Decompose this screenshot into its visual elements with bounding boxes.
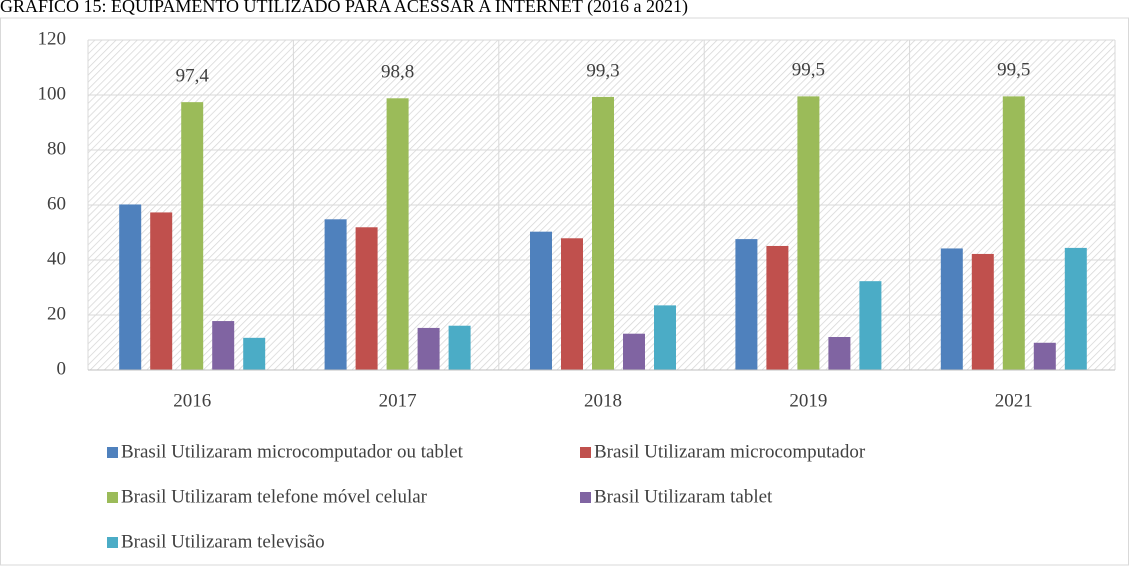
legend-label: Brasil Utilizaram tablet [594,486,773,507]
bar [592,96,614,371]
bar [243,337,266,370]
data-label: 99,5 [997,60,1030,81]
legend-swatch [107,447,118,458]
y-tick-label: 120 [38,28,67,49]
y-tick-label: 100 [38,83,67,104]
bar [386,98,409,371]
x-tick-label: 2018 [584,390,622,411]
bar [417,327,440,370]
bar [1033,342,1056,370]
legend-swatch [107,492,118,503]
x-tick-label: 2017 [379,390,417,411]
data-label: 99,3 [586,60,619,81]
x-tick-label: 2019 [789,390,827,411]
chart-title: GRÁFICO 15: EQUIPAMENTO UTILIZADO PARA A… [0,0,688,17]
x-tick-label: 2016 [173,390,211,411]
bar [355,227,378,370]
bar [735,239,758,370]
data-label: 97,4 [176,66,210,87]
legend-swatch [107,537,118,548]
data-label: 98,8 [381,62,414,83]
y-tick-label: 0 [57,358,67,379]
bar [448,325,471,370]
bar [1064,247,1087,370]
bar [940,248,963,370]
bar [828,337,851,370]
bar [1002,96,1025,370]
x-tick-label: 2021 [995,390,1033,411]
bar [623,333,645,370]
legend-label: Brasil Utilizaram microcomputador ou tab… [121,441,464,462]
legend-swatch [580,447,591,458]
bar [654,305,676,370]
bar [212,321,235,370]
y-tick-label: 60 [47,193,66,214]
bar [181,102,204,371]
y-tick-label: 40 [47,248,66,269]
legend-label: Brasil Utilizaram televisão [121,531,325,552]
bar [561,238,583,370]
bar [797,96,820,370]
legend-label: Brasil Utilizaram microcomputador [594,441,866,462]
y-tick-label: 20 [47,303,66,324]
legend-swatch [580,492,591,503]
bar [150,212,173,370]
bar [971,253,994,370]
bar [766,245,789,370]
bar [119,204,142,370]
y-tick-label: 80 [47,138,66,159]
bar [530,231,552,370]
legend-label: Brasil Utilizaram telefone móvel celular [121,486,428,507]
data-label: 99,5 [792,60,825,81]
bar [324,219,347,370]
bar [859,281,882,370]
